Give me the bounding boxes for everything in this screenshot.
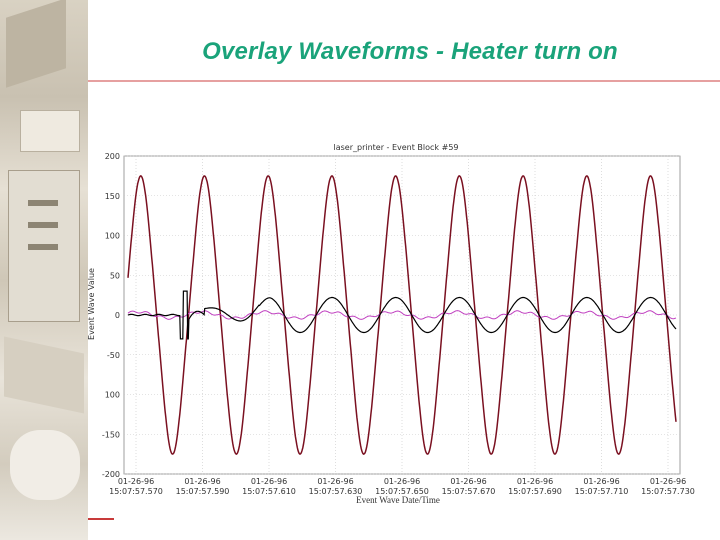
x-tick-time: 15:07:57.630 — [309, 487, 363, 496]
x-tick-time: 15:07:57.590 — [176, 487, 230, 496]
x-tick-date: 01-26-96 — [517, 477, 553, 486]
x-tick-time: 15:07:57.570 — [109, 487, 163, 496]
decor-block — [20, 110, 80, 152]
x-tick-date: 01-26-96 — [317, 477, 353, 486]
y-tick-label: 100 — [105, 232, 120, 241]
decor-drive-slot — [28, 244, 58, 250]
x-tick-time: 15:07:57.690 — [508, 487, 562, 496]
x-tick-date: 01-26-96 — [384, 477, 420, 486]
x-tick-time: 15:07:57.730 — [641, 487, 695, 496]
x-tick-time: 15:07:57.650 — [375, 487, 429, 496]
chart-title: laser_printer - Event Block #59 — [333, 143, 458, 152]
decorative-sidebar-image — [0, 0, 88, 540]
y-tick-label: -50 — [107, 351, 120, 360]
y-tick-label: 150 — [105, 192, 120, 201]
x-axis-label: Event Wave Date/Time — [356, 495, 440, 505]
series-current-line — [127, 290, 677, 340]
y-tick-labels: 200 150 100 50 0 -50 100 -150 -200 — [102, 152, 120, 479]
y-tick-label: -150 — [102, 430, 120, 439]
series-neutral-line — [127, 310, 677, 320]
x-tick-date: 01-26-96 — [583, 477, 619, 486]
x-tick-date: 01-26-96 — [650, 477, 686, 486]
x-tick-time: 15:07:57.710 — [575, 487, 629, 496]
decor-drive-slot — [28, 200, 58, 206]
x-tick-time: 15:07:57.610 — [242, 487, 296, 496]
y-tick-label: 200 — [105, 152, 120, 161]
series-group — [127, 175, 677, 455]
x-tick-date: 01-26-96 — [450, 477, 486, 486]
slide-title: Overlay Waveforms - Heater turn on — [202, 38, 618, 65]
decor-hand — [10, 430, 80, 500]
series-phase-line — [127, 175, 677, 455]
y-tick-label: -200 — [102, 470, 120, 479]
x-tick-labels: 01-26-9615:07:57.57001-26-9615:07:57.590… — [109, 477, 695, 496]
y-tick-label: 0 — [115, 311, 120, 320]
decor-drive-slot — [28, 222, 58, 228]
y-tick-label: 100 — [105, 391, 120, 400]
x-tick-date: 01-26-96 — [184, 477, 220, 486]
y-tick-label: 50 — [110, 271, 120, 280]
x-tick-date: 01-26-96 — [118, 477, 154, 486]
x-tick-date: 01-26-96 — [251, 477, 287, 486]
title-divider-line — [88, 80, 720, 82]
y-axis-label: Event Wave Value — [87, 268, 96, 340]
x-tick-time: 15:07:57.670 — [442, 487, 496, 496]
footer-accent-line — [88, 518, 114, 520]
